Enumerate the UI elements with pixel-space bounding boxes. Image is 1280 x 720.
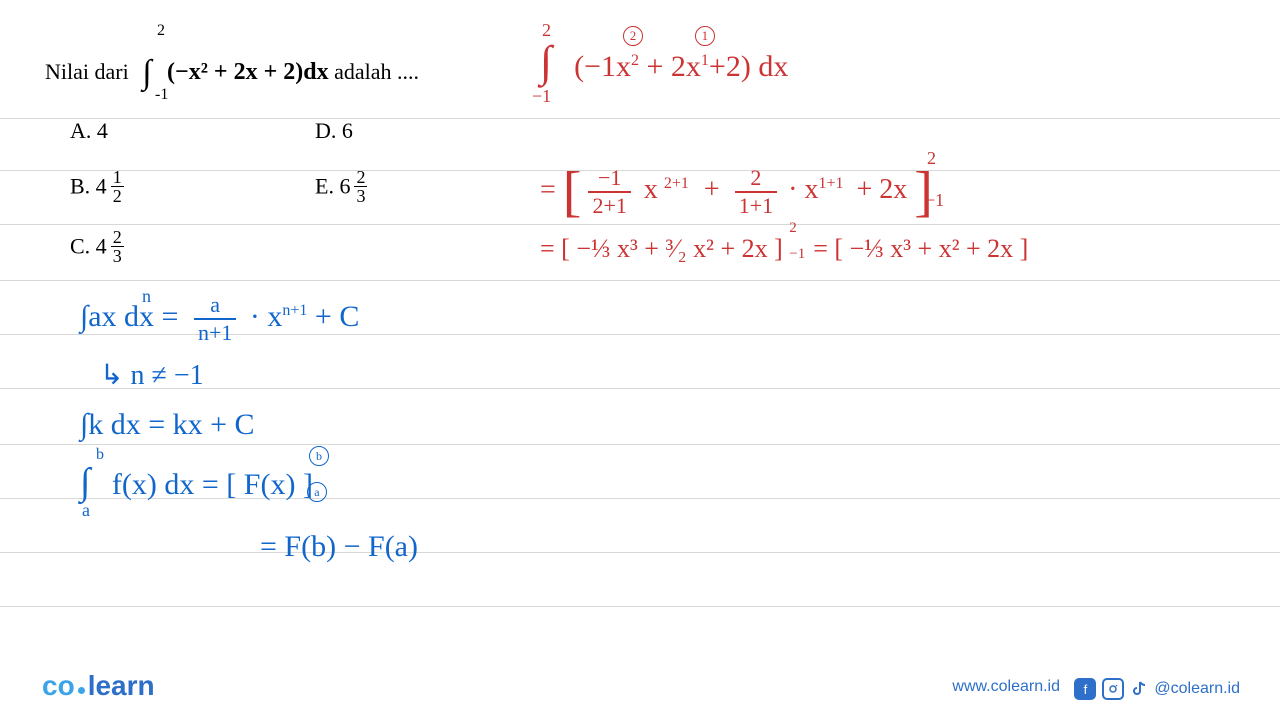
work-step3: = [ −⅓ x³ + ³⁄₂ x² + 2x ] 2−1 = [ −⅓ x³ … <box>540 234 1028 264</box>
option-a: A. 4 <box>70 118 108 144</box>
formula-condition: ↳ n ≠ −1 <box>100 358 204 392</box>
social-icons: f @colearn.id <box>1074 678 1240 700</box>
option-c: C. 423 <box>70 230 124 267</box>
formula-constant-rule: ∫k dx = kx + C <box>80 408 255 442</box>
logo: colearn <box>42 670 155 702</box>
work-step2: = [ −12+1 x2+1 + 21+1 · x1+1 + 2x ] 2−1 <box>540 160 933 224</box>
work-step1: ∫ 2 −1 (−1x22 + 2x11+2) dx <box>540 36 788 87</box>
formula-power-rule: ∫ax dx = n an+1 · xn+1 + C <box>80 294 359 344</box>
social-handle: @colearn.id <box>1154 680 1240 698</box>
formula-ftc: = F(b) − F(a) <box>260 530 418 564</box>
tiktok-icon <box>1130 680 1148 698</box>
footer: colearn www.colearn.id f @colearn.id <box>0 666 1280 702</box>
option-e: E. 623 <box>315 170 367 207</box>
formula-definite-integral: ∫ b a f(x) dx = [ F(x) ] b a <box>80 460 313 504</box>
option-b: B. 412 <box>70 170 124 207</box>
instagram-icon <box>1102 678 1124 700</box>
question-stem: Nilai dari ∫ 2 -1 (−x² + 2x + 2)dx adala… <box>45 50 419 88</box>
website-url: www.colearn.id <box>952 678 1060 696</box>
facebook-icon: f <box>1074 678 1096 700</box>
option-d: D. 6 <box>315 118 353 144</box>
